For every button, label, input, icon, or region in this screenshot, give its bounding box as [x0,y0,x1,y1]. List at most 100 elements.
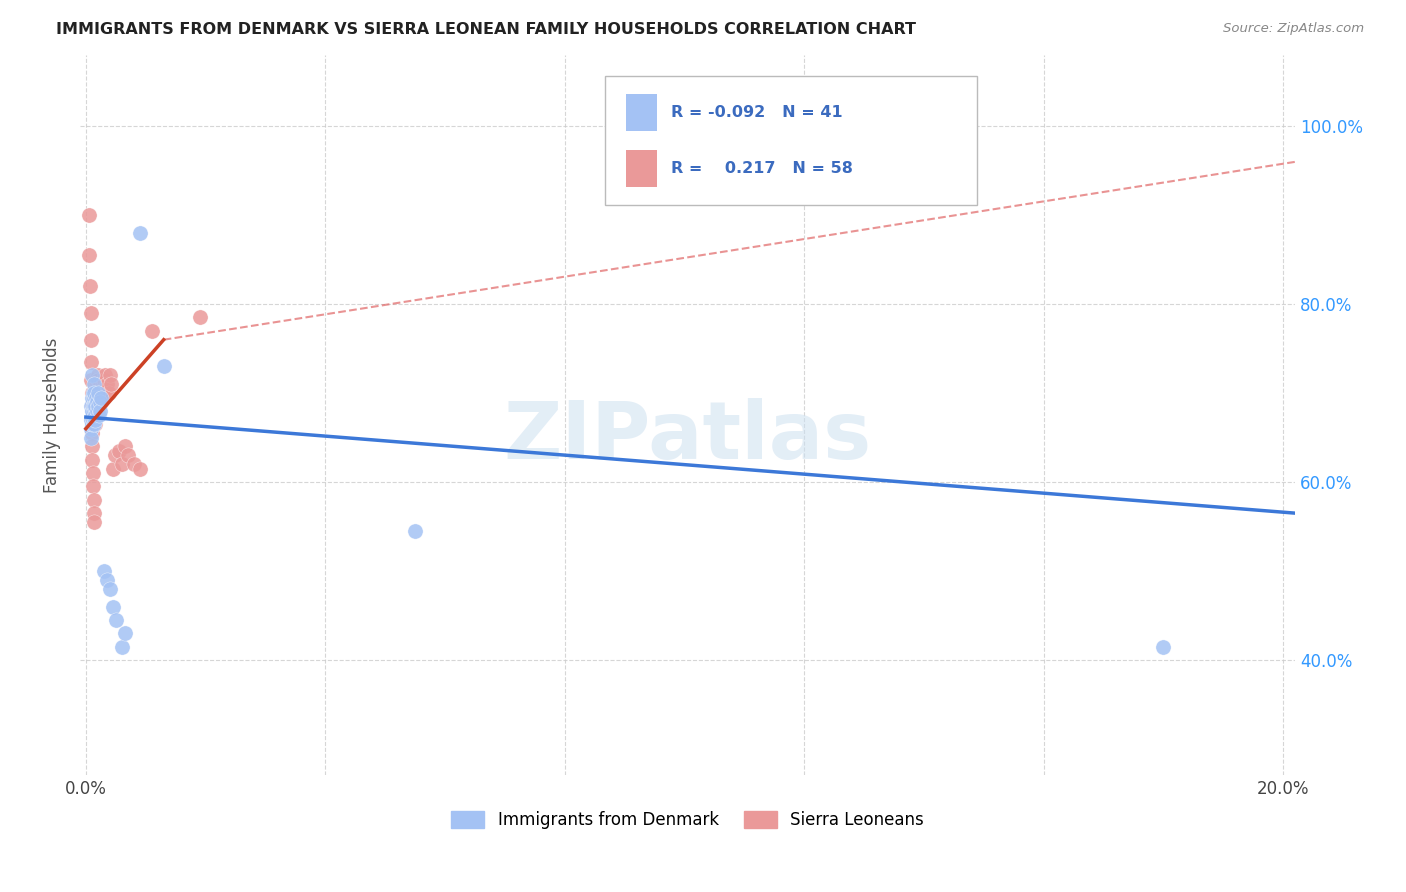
Point [94,368,117,383]
Point [83,404,105,418]
Point [128,226,150,240]
Point [80,431,103,445]
Point [79,400,101,414]
Point [83,506,105,520]
Point [79,333,101,347]
Point [80,426,103,441]
Point [90,386,112,401]
Text: IMMIGRANTS FROM DENMARK VS SIERRA LEONEAN FAMILY HOUSEHOLDS CORRELATION CHART: IMMIGRANTS FROM DENMARK VS SIERRA LEONEA… [56,22,917,37]
Point [82,386,104,401]
Point [83,417,105,432]
Point [111,457,134,471]
Point [93,373,115,387]
Point [83,391,105,405]
Point [82,452,104,467]
Point [80,400,103,414]
Point [89,377,111,392]
Point [83,515,105,529]
Point [84,391,107,405]
Point [87,391,110,405]
Point [82,479,104,493]
Point [84,400,107,414]
Legend: Immigrants from Denmark, Sierra Leoneans: Immigrants from Denmark, Sierra Leoneans [444,804,931,836]
Point [80,404,103,418]
Point [96,377,118,392]
Point [103,448,125,462]
Point [101,599,124,614]
Point [80,368,103,383]
Point [77,208,100,222]
Point [86,386,108,401]
Point [87,386,110,401]
Point [83,391,105,405]
Point [83,417,105,432]
Point [114,439,136,453]
Text: R = -0.092   N = 41: R = -0.092 N = 41 [671,105,842,120]
Point [83,492,105,507]
Point [83,386,105,401]
Point [82,400,104,414]
Point [96,573,118,587]
Point [152,359,174,374]
Point [87,368,110,383]
Point [1152,640,1174,654]
Point [80,422,103,436]
Point [86,377,108,392]
Point [82,439,104,453]
Point [79,279,101,293]
Point [84,386,107,401]
Point [83,377,105,392]
Point [80,413,103,427]
Point [93,386,115,401]
Point [87,382,110,396]
Point [107,443,129,458]
Point [79,413,101,427]
Y-axis label: Family Households: Family Households [44,338,60,493]
Text: ZIPatlas: ZIPatlas [503,398,872,476]
Point [90,391,112,405]
Point [82,413,104,427]
Point [83,404,105,418]
Point [87,400,110,414]
Point [83,409,105,423]
Point [90,395,112,409]
Point [86,404,108,418]
Point [91,382,114,396]
Point [79,306,101,320]
Point [80,417,103,432]
Point [100,377,122,392]
Point [86,395,108,409]
Point [89,404,111,418]
Text: Source: ZipAtlas.com: Source: ZipAtlas.com [1223,22,1364,36]
Point [122,457,145,471]
Point [93,564,115,578]
Point [80,386,103,401]
Point [83,400,105,414]
Point [114,626,136,640]
Point [98,582,121,596]
Text: R =    0.217   N = 58: R = 0.217 N = 58 [671,161,852,176]
Point [91,377,114,392]
Point [89,391,111,405]
Point [80,373,103,387]
Point [97,386,120,401]
Point [84,409,107,423]
Point [98,368,121,383]
Point [80,355,103,369]
Point [87,386,110,401]
Point [101,461,124,475]
Point [79,248,101,262]
Point [82,466,104,480]
Point [404,524,426,538]
Point [117,448,139,462]
Point [188,310,211,325]
Point [87,409,110,423]
Point [84,413,107,427]
Point [128,461,150,475]
Point [141,324,163,338]
Point [82,391,104,405]
Point [89,395,111,409]
Point [91,391,114,405]
Point [86,395,108,409]
Point [82,404,104,418]
